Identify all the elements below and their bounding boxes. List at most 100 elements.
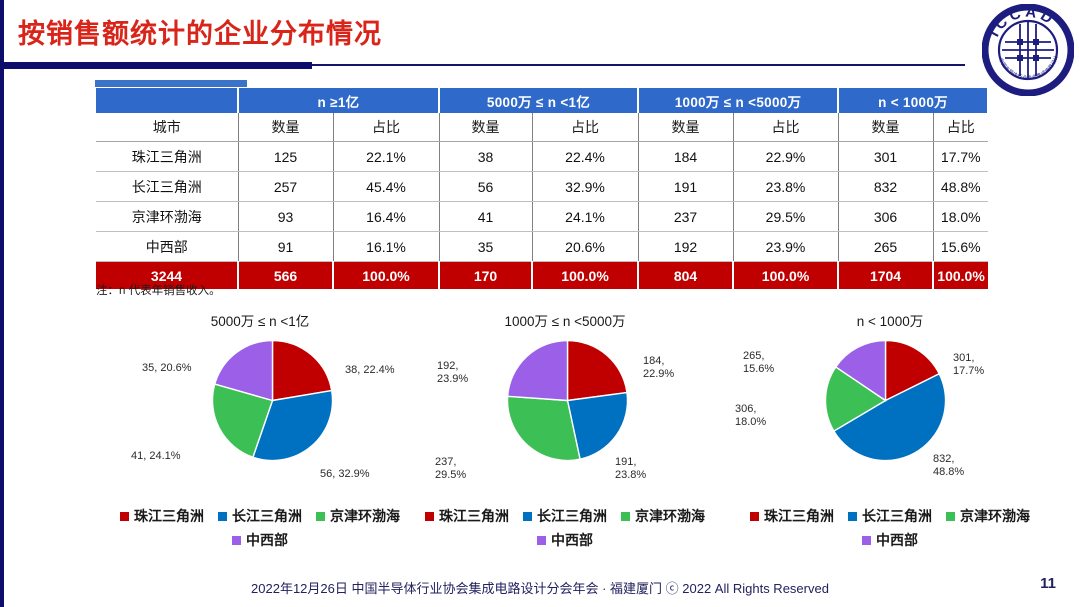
legend-item: 珠江三角洲: [750, 504, 834, 528]
cell-share: 20.6%: [532, 231, 639, 262]
pie-slice: [884, 339, 941, 402]
legend-swatch-red: [425, 511, 434, 521]
legend-swatch-red: [750, 511, 759, 521]
cell-count: 191: [638, 171, 734, 202]
cell-count: 832: [838, 171, 934, 202]
pie-slice: [506, 339, 569, 402]
pie-chart-1-svg: [211, 339, 334, 462]
legend-item: 京津环渤海: [316, 504, 400, 528]
legend-item: 长江三角洲: [523, 504, 607, 528]
pie-chart-1-legend: 珠江三角洲 长江三角洲 京津环渤海 中西部: [95, 504, 425, 552]
pie-slice: [566, 391, 629, 461]
slide-footer: 2022年12月26日 中国半导体行业协会集成电路设计分会年会 · 福建厦门 ⓒ…: [251, 581, 829, 596]
cell-count: 125: [238, 141, 334, 172]
col-header-count-2: 数量: [439, 113, 533, 142]
table-sub-header-row: 城市 数量 占比 数量 占比 数量 占比 数量 占比: [96, 113, 989, 142]
total-cell-share: 100.0%: [933, 261, 989, 289]
pie-chart-2-svg: [506, 339, 629, 462]
cell-city: 中西部: [96, 231, 239, 262]
total-cell-count: 566: [238, 261, 334, 289]
cell-share: 32.9%: [532, 171, 639, 202]
legend-label: 中西部: [876, 532, 918, 548]
legend-swatch-blue: [523, 511, 532, 521]
legend-label: 珠江三角洲: [439, 508, 509, 524]
legend-item: 珠江三角洲: [425, 504, 509, 528]
page-title: 按销售额统计的企业分布情况: [18, 19, 382, 50]
cell-count: 192: [638, 231, 734, 262]
table-group-header-row: n ≥1亿 5000万 ≤ n <1亿 1000万 ≤ n <5000万 n <…: [96, 88, 990, 113]
legend-label: 京津环渤海: [960, 508, 1030, 524]
cell-count: 56: [439, 171, 533, 202]
legend-item: 中西部: [537, 528, 593, 552]
pie-slice: [506, 395, 581, 462]
col-header-city: 城市: [96, 113, 239, 142]
legend-swatch-green: [316, 511, 325, 521]
iccad-logo: ICCAD 中国半导体行业协会集成电路设计分会: [982, 4, 1074, 96]
cell-count: 91: [238, 231, 334, 262]
distribution-table-wrapper: n ≥1亿 5000万 ≤ n <1亿 1000万 ≤ n <5000万 n <…: [96, 88, 990, 289]
cell-count: 35: [439, 231, 533, 262]
legend-item: 中西部: [232, 528, 288, 552]
pie-chart-3-legend: 珠江三角洲 长江三角洲 京津环渤海 中西部: [725, 504, 1055, 552]
pie-chart-3: n < 1000万 301, 17.7% 832, 48.8% 306, 18.…: [725, 308, 1055, 563]
legend-label: 京津环渤海: [330, 508, 400, 524]
pie-slice: [824, 365, 887, 433]
pie-chart-3-title: n < 1000万: [856, 314, 924, 329]
cell-count: 306: [838, 201, 934, 232]
legend-label: 珠江三角洲: [134, 508, 204, 524]
cell-count: 257: [238, 171, 334, 202]
cell-share: 24.1%: [532, 201, 639, 232]
legend-swatch-green: [621, 511, 630, 521]
legend-label: 中西部: [246, 532, 288, 548]
col-header-share-1: 占比: [333, 113, 440, 142]
title-rule-accent: [95, 80, 247, 87]
cell-share: 18.0%: [933, 201, 989, 232]
cell-share: 16.4%: [333, 201, 440, 232]
legend-swatch-green: [946, 511, 955, 521]
pie-slice: [566, 339, 628, 402]
pie-chart-2-legend: 珠江三角洲 长江三角洲 京津环渤海 中西部: [400, 504, 730, 552]
cell-count: 265: [838, 231, 934, 262]
pie-slice: [832, 372, 947, 462]
cell-share: 48.8%: [933, 171, 989, 202]
pie-chart-2-label-3: 192, 23.9%: [437, 360, 469, 385]
distribution-table: n ≥1亿 5000万 ≤ n <1亿 1000万 ≤ n <5000万 n <…: [96, 88, 990, 289]
pie-chart-2-label-1: 191, 23.8%: [615, 456, 647, 481]
pie-charts-area: 5000万 ≤ n <1亿 38, 22.4% 56, 32.9% 41, 24…: [0, 308, 1080, 563]
title-rule-thin: [312, 64, 965, 66]
col-header-count-1: 数量: [238, 113, 334, 142]
cell-count: 237: [638, 201, 734, 232]
legend-label: 珠江三角洲: [764, 508, 834, 524]
cell-share: 22.1%: [333, 141, 440, 172]
cell-share: 15.6%: [933, 231, 989, 262]
pie-chart-3-label-2: 306, 18.0%: [735, 403, 767, 428]
pie-chart-2: 1000万 ≤ n <5000万 184, 22.9% 191, 23.8% 2…: [400, 308, 730, 563]
legend-label: 京津环渤海: [635, 508, 705, 524]
left-navy-edge: [0, 0, 4, 607]
table-body: 珠江三角洲 125 22.1% 38 22.4% 184 22.9% 301 1…: [96, 141, 989, 289]
legend-item: 长江三角洲: [218, 504, 302, 528]
table-row: 中西部 91 16.1% 35 20.6% 192 23.9% 265 15.6…: [96, 231, 989, 262]
legend-swatch-purple: [537, 535, 546, 545]
pie-chart-1-label-2: 41, 24.1%: [131, 450, 181, 462]
legend-swatch-blue: [848, 511, 857, 521]
col-header-share-2: 占比: [532, 113, 639, 142]
legend-swatch-red: [120, 511, 129, 521]
pie-slice: [271, 339, 333, 402]
page-number: 11: [1040, 575, 1056, 592]
table-total-row: 3244 566 100.0% 170 100.0% 804 100.0% 17…: [96, 261, 989, 289]
cell-share: 22.4%: [532, 141, 639, 172]
cell-share: 23.8%: [733, 171, 839, 202]
legend-item: 长江三角洲: [848, 504, 932, 528]
cell-share: 45.4%: [333, 171, 440, 202]
table-row: 京津环渤海 93 16.4% 41 24.1% 237 29.5% 306 18…: [96, 201, 989, 232]
legend-label: 长江三角洲: [537, 508, 607, 524]
cell-city: 长江三角洲: [96, 171, 239, 202]
total-cell-count: 804: [638, 261, 735, 289]
table-row: 长江三角洲 257 45.4% 56 32.9% 191 23.8% 832 4…: [96, 171, 989, 202]
pie-slice: [252, 389, 334, 462]
total-cell-count: 170: [439, 261, 534, 289]
group-header-1: n ≥1亿: [238, 88, 441, 113]
col-header-share-3: 占比: [733, 113, 839, 142]
